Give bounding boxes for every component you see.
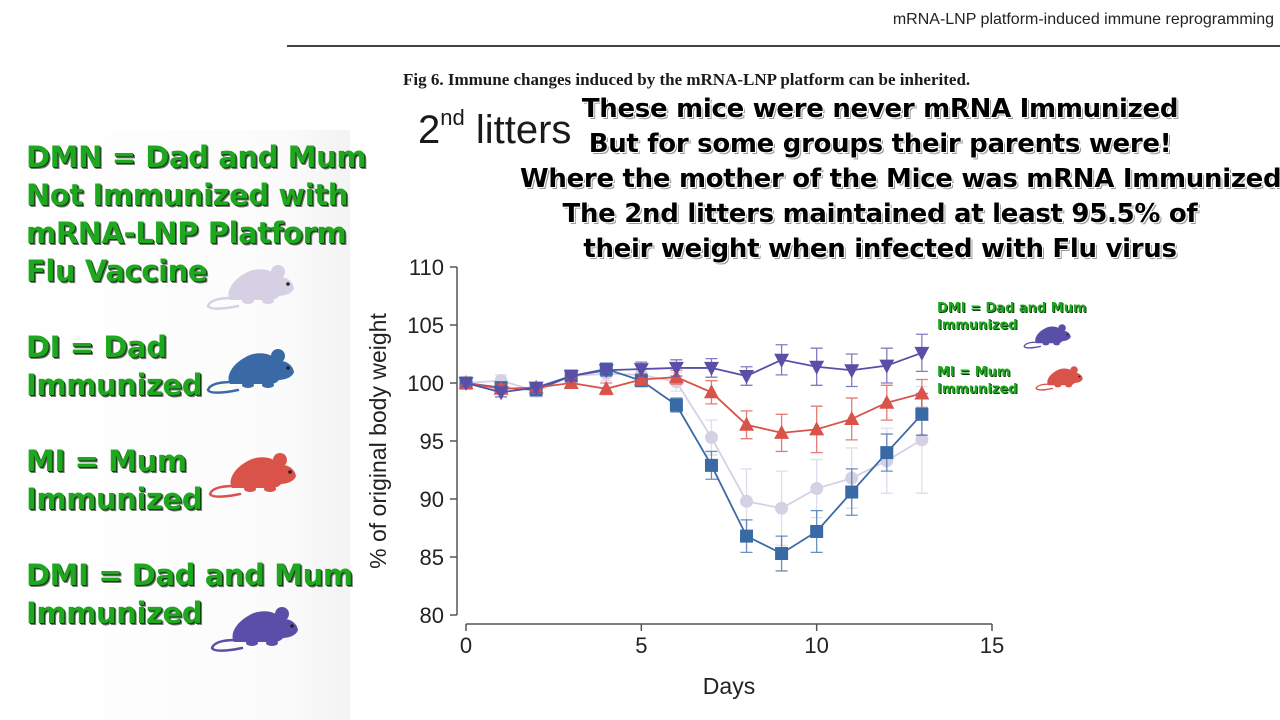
inline-legend-dmi: DMI = Dad and Mum Immunized xyxy=(937,300,1087,334)
data-point-mi xyxy=(774,424,790,439)
panel-title: 2nd litters xyxy=(418,104,572,153)
series-dmi xyxy=(458,333,930,401)
data-point-di xyxy=(810,524,824,538)
mouse-icon xyxy=(1035,366,1083,391)
overlay-line: Where the mother of the Mice was mRNA Im… xyxy=(520,164,1280,194)
data-point-dmi xyxy=(703,361,719,376)
data-point-di xyxy=(915,407,929,421)
data-point-dmi xyxy=(493,386,509,401)
header-rule xyxy=(287,45,1280,47)
data-point-mi xyxy=(633,371,649,386)
legend-line: Immunized xyxy=(26,482,203,516)
data-point-di xyxy=(845,485,859,499)
legend-line: Immunized xyxy=(26,368,203,402)
data-point-dmn xyxy=(915,433,929,447)
mouse-icon xyxy=(210,607,298,652)
data-point-mi xyxy=(879,394,895,409)
legend-line: DMI = Dad and Mum xyxy=(937,301,1087,316)
x-tick-label: 5 xyxy=(635,633,647,658)
legend-def-dmi: DMI = Dad and Mum Immunized xyxy=(26,556,353,632)
chart-axes: 80 85 90 95 100 105 110 0 5 10 15 Days % of original… xyxy=(365,255,1004,699)
y-tick-label: 105 xyxy=(407,313,444,338)
y-tick-label: 100 xyxy=(407,371,444,396)
series-di xyxy=(459,362,929,572)
data-point-dmi xyxy=(739,370,755,385)
data-point-dmi xyxy=(844,364,860,379)
legend-line: DMI = Dad and Mum xyxy=(26,558,353,592)
data-point-mi xyxy=(703,384,719,399)
legend-line: DMN = Dad and Mum xyxy=(26,140,367,174)
mouse-icon xyxy=(1023,324,1071,349)
legend-line: Not Immunized with xyxy=(26,178,349,212)
data-point-dmi xyxy=(914,346,930,361)
legend-def-mi: MI = Mum Immunized xyxy=(26,442,203,518)
annotation-overlay: These mice were never mRNA Immunized But… xyxy=(520,92,1280,267)
data-point-dmi xyxy=(668,361,684,376)
legend-def-dmn: DMN = Dad and Mum Not Immunized with mRN… xyxy=(26,138,367,290)
overlay-line: The 2nd litters maintained at least 95.5… xyxy=(562,199,1198,229)
legend-line: MI = Mum xyxy=(26,444,187,478)
overlay-line: These mice were never mRNA Immunized xyxy=(581,94,1179,124)
mouse-icon xyxy=(206,349,294,394)
inline-legend-mi: MI = Mum Immunized xyxy=(937,364,1018,398)
running-header: mRNA-LNP platform-induced immune reprogr… xyxy=(892,11,1274,28)
data-point-di xyxy=(704,458,718,472)
data-point-mi xyxy=(598,380,614,395)
overlay-line: But for some groups their parents were! xyxy=(588,129,1172,159)
y-axis-label: % of original body weight xyxy=(365,313,391,569)
overlay-line: their weight when infected with Flu viru… xyxy=(583,234,1177,264)
data-point-dmi xyxy=(879,359,895,374)
series-line-mi xyxy=(465,376,923,434)
x-axis-label: Days xyxy=(703,673,755,699)
data-point-dmi xyxy=(458,377,474,391)
legend-line: Immunized xyxy=(937,382,1018,397)
panel-title-sup: nd xyxy=(440,104,465,130)
legend-line: MI = Mum xyxy=(937,365,1011,380)
data-point-dmn xyxy=(740,494,754,508)
data-point-dmi xyxy=(528,381,544,396)
data-point-dmn xyxy=(810,482,824,496)
mouse-icon xyxy=(206,265,294,310)
data-point-dmi xyxy=(633,363,649,378)
y-tick-label: 85 xyxy=(420,545,444,570)
y-tick-label: 110 xyxy=(409,255,444,280)
y-tick-label: 90 xyxy=(420,487,444,512)
y-tick-label: 95 xyxy=(420,429,444,454)
legend-line: mRNA-LNP Platform xyxy=(26,216,347,250)
x-tick-label: 15 xyxy=(980,633,1004,658)
x-tick-label: 10 xyxy=(804,633,828,658)
series-line-dmi xyxy=(465,351,923,394)
data-point-dmi xyxy=(809,360,825,375)
data-point-di xyxy=(669,398,683,412)
data-point-di xyxy=(740,529,754,543)
panel-title-main: 2 xyxy=(418,108,441,152)
data-point-di xyxy=(880,446,894,460)
data-point-dmi xyxy=(598,364,614,379)
data-point-mi xyxy=(739,416,755,431)
y-tick-label: 80 xyxy=(420,603,444,628)
legend-line: Flu Vaccine xyxy=(26,254,208,288)
data-point-mi xyxy=(914,385,930,400)
data-point-dmi xyxy=(774,353,790,368)
data-point-dmn xyxy=(775,501,789,515)
legend-line: Immunized xyxy=(937,318,1018,333)
data-point-mi xyxy=(844,410,860,425)
figure-caption: Fig 6. Immune changes induced by the mRN… xyxy=(403,70,971,89)
data-point-dmn xyxy=(704,431,718,445)
panel-title-rest: litters xyxy=(464,108,572,152)
legend-line: DI = Dad xyxy=(26,330,167,364)
legend-def-di: DI = Dad Immunized xyxy=(26,328,203,404)
mouse-icon xyxy=(208,453,296,498)
legend-line: Immunized xyxy=(26,596,203,630)
data-point-di xyxy=(775,547,789,561)
data-point-dmi xyxy=(563,370,579,385)
data-point-mi xyxy=(809,421,825,436)
x-tick-label: 0 xyxy=(460,633,472,658)
